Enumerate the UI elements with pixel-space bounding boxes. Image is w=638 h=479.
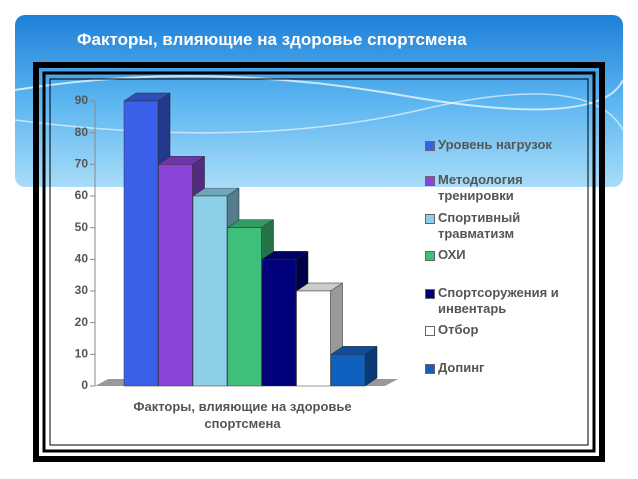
legend-swatch <box>425 289 435 299</box>
y-tick-label: 90 <box>75 93 89 107</box>
bar <box>158 164 193 387</box>
x-tick-label: Факторы, влияющие на здоровье спортсмена <box>133 399 352 431</box>
frame <box>33 62 605 462</box>
legend-swatch <box>425 214 435 224</box>
legend-label: ОХИ <box>438 247 466 262</box>
y-tick-label: 50 <box>75 220 89 234</box>
legend-label: Спортсоружения и инвентарь <box>438 285 559 316</box>
legend-swatch <box>425 251 435 261</box>
legend-label: Допинг <box>438 360 485 375</box>
legend-swatch <box>425 326 435 336</box>
y-tick-label: 60 <box>75 188 89 202</box>
legend-swatch <box>425 141 435 151</box>
y-tick-label: 20 <box>75 315 89 329</box>
y-tick-label: 80 <box>75 125 89 139</box>
bar <box>330 354 366 387</box>
legend-swatch <box>425 364 435 374</box>
frame <box>49 78 589 446</box>
bar <box>227 227 262 387</box>
y-tick-label: 40 <box>75 252 89 266</box>
legend-label: Отбор <box>438 322 479 337</box>
legend-label: Методология тренировки <box>438 172 523 203</box>
y-tick-label: 30 <box>75 283 89 297</box>
bar <box>296 290 331 387</box>
frame <box>42 71 596 453</box>
legend-swatch <box>425 176 435 186</box>
bar <box>261 259 297 387</box>
y-tick-label: 70 <box>75 157 89 171</box>
chart-title: Факторы, влияющие на здоровье спортсмена <box>77 30 467 49</box>
bar <box>123 100 159 387</box>
bar <box>192 195 228 387</box>
y-tick-label: 0 <box>81 378 88 392</box>
wave <box>14 75 624 111</box>
legend-label: Спортивный травматизм <box>438 210 521 241</box>
legend-label: Уровень нагрузок <box>438 137 552 152</box>
y-tick-label: 10 <box>75 347 89 361</box>
